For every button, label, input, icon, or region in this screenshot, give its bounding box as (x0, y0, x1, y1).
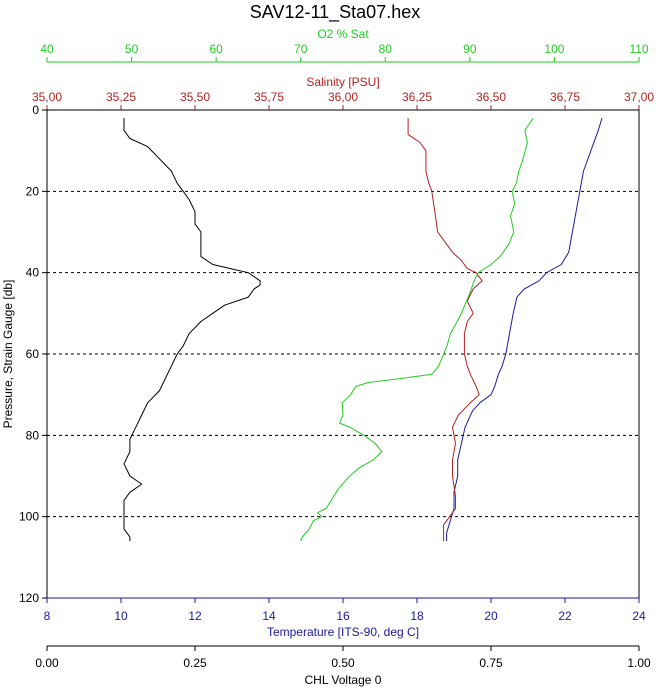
temperature-tick-label: 14 (262, 609, 276, 623)
temperature-tick-label: 20 (484, 609, 498, 623)
salinity-tick-label: 37,00 (624, 90, 654, 104)
chl-axis-ticks: 0.00 0.25 0.50 0.75 1.00 (35, 645, 651, 670)
salinity-axis-ticks: 35,00 35,25 35,50 35,75 36,00 36,25 36,50 36,75… (32, 90, 654, 111)
pressure-tick-label: 20 (26, 184, 40, 198)
o2-tick-label: 90 (463, 42, 477, 56)
salinity-tick-label: 36,75 (550, 90, 580, 104)
salinity-axis-label: Salinity [PSU] (306, 75, 379, 89)
salinity-tick-label: 36,00 (328, 90, 358, 104)
chl-profile-line (123, 118, 261, 542)
chl-tick-label: 0.00 (35, 656, 59, 670)
pressure-tick-label: 100 (19, 510, 39, 524)
temperature-tick-label: 24 (632, 609, 646, 623)
o2-tick-label: 40 (40, 42, 54, 56)
temperature-tick-label: 8 (44, 609, 51, 623)
o2-tick-label: 110 (629, 42, 648, 56)
pressure-axis-ticks: 0 20 40 60 80 100 120 (19, 103, 47, 605)
o2-profile-line (300, 117, 534, 542)
chl-tick-label: 0.25 (183, 656, 207, 670)
salinity-tick-label: 35,25 (106, 90, 136, 104)
data-series (123, 117, 603, 542)
pressure-tick-label: 0 (32, 103, 39, 117)
o2-tick-label: 100 (544, 42, 564, 56)
salinity-tick-label: 36,50 (476, 90, 506, 104)
o2-axis-ticks: 40 50 60 70 80 90 100 110 (40, 42, 649, 63)
pressure-tick-label: 120 (19, 591, 39, 605)
salinity-tick-label: 35,50 (180, 90, 210, 104)
chl-tick-label: 0.75 (479, 656, 503, 670)
temperature-tick-label: 18 (410, 609, 424, 623)
o2-axis-label: O2 % Sat (317, 27, 369, 41)
salinity-profile-line (407, 118, 483, 542)
o2-tick-label: 60 (209, 42, 223, 56)
salinity-tick-label: 36,25 (402, 90, 432, 104)
chl-axis-label: CHL Voltage 0 (305, 673, 382, 687)
salinity-tick-label: 35,75 (254, 90, 284, 104)
pressure-tick-label: 60 (26, 347, 40, 361)
o2-tick-label: 80 (379, 42, 393, 56)
temperature-tick-label: 12 (188, 609, 202, 623)
temperature-axis-label: Temperature [ITS-90, deg C] (267, 625, 419, 639)
pressure-tick-label: 40 (26, 266, 40, 280)
temperature-tick-label: 16 (336, 609, 350, 623)
o2-tick-label: 70 (294, 42, 308, 56)
chart-title: SAV12-11_Sta07.hex (250, 2, 420, 23)
pressure-tick-label: 80 (26, 428, 40, 442)
temperature-tick-label: 10 (114, 609, 128, 623)
chl-tick-label: 0.50 (331, 656, 355, 670)
temperature-axis-ticks: 8 10 12 14 16 18 20 22 24 (44, 597, 646, 623)
salinity-tick-label: 35,00 (32, 90, 62, 104)
temperature-tick-label: 22 (558, 609, 572, 623)
grid-lines (47, 190, 639, 518)
chl-tick-label: 1.00 (627, 656, 651, 670)
pressure-axis-label: Pressure, Strain Gauge [db] (1, 280, 15, 429)
temperature-profile-line (446, 117, 603, 542)
o2-tick-label: 50 (125, 42, 139, 56)
